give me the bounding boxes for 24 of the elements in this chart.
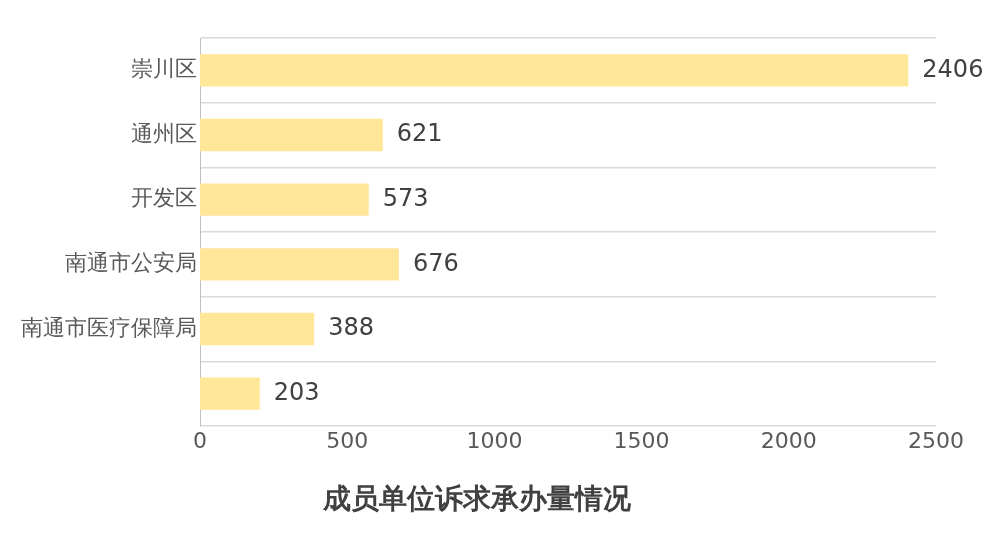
data-label: 203 <box>273 377 320 406</box>
x-tick-label: 1500 <box>613 427 670 453</box>
bar <box>200 377 260 410</box>
bar <box>200 312 315 346</box>
y-tick-label: 崇川区 <box>131 56 197 82</box>
data-label: 676 <box>413 248 459 277</box>
x-tick-label: 0 <box>193 427 207 453</box>
y-tick-label: 通州区 <box>131 120 197 146</box>
data-label: 2406 <box>922 54 984 83</box>
data-label: 621 <box>396 119 443 148</box>
y-tick-label: 开发区 <box>131 185 197 211</box>
x-tick-label: 500 <box>326 427 369 453</box>
x-tick-label: 2000 <box>760 427 817 453</box>
x-tick-label: 2500 <box>908 427 964 453</box>
bar <box>200 54 909 87</box>
bar <box>200 183 369 216</box>
bar <box>200 118 383 152</box>
data-label: 573 <box>382 183 429 212</box>
bar <box>200 248 400 281</box>
y-tick-label: 南通市医疗保障局 <box>21 314 197 340</box>
x-tick-label: 1000 <box>466 427 523 453</box>
y-tick-label: 南通市公安局 <box>65 250 197 276</box>
text: 成员单位诉求承办量情况 <box>322 482 632 516</box>
data-label: 388 <box>328 313 375 342</box>
